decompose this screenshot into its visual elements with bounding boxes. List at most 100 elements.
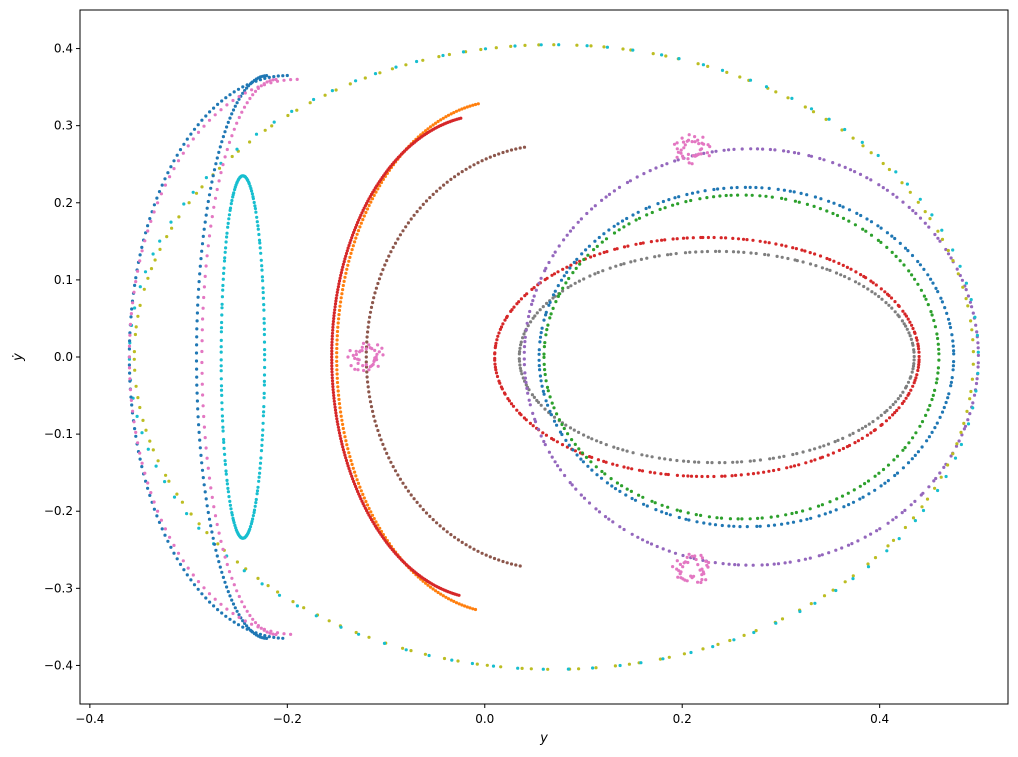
data-point bbox=[132, 350, 136, 354]
data-point bbox=[248, 140, 252, 144]
data-point bbox=[391, 245, 395, 249]
data-point bbox=[827, 551, 831, 555]
data-point bbox=[610, 484, 614, 488]
x-axis-label: y bbox=[539, 731, 548, 746]
data-point bbox=[758, 524, 762, 528]
data-point bbox=[912, 362, 916, 366]
data-point bbox=[546, 323, 550, 327]
data-point bbox=[581, 460, 586, 464]
data-point bbox=[805, 193, 809, 197]
data-point bbox=[535, 311, 539, 315]
data-point bbox=[246, 84, 251, 88]
data-point bbox=[817, 514, 821, 518]
data-point bbox=[784, 513, 788, 517]
data-point bbox=[507, 399, 511, 403]
data-point bbox=[843, 580, 847, 584]
data-point bbox=[809, 516, 813, 520]
data-point bbox=[505, 315, 509, 320]
data-point bbox=[849, 267, 853, 271]
data-point bbox=[736, 237, 741, 241]
data-point bbox=[793, 199, 798, 203]
data-point bbox=[923, 210, 927, 214]
data-point bbox=[222, 437, 226, 442]
data-point bbox=[645, 256, 649, 260]
data-point bbox=[362, 214, 366, 218]
data-point bbox=[582, 277, 586, 281]
data-point bbox=[893, 300, 897, 304]
data-point bbox=[231, 108, 236, 112]
data-point bbox=[271, 78, 275, 82]
data-point bbox=[543, 341, 547, 345]
data-point bbox=[559, 278, 564, 282]
data-point bbox=[800, 248, 804, 252]
data-point bbox=[745, 238, 749, 242]
data-point bbox=[204, 446, 208, 450]
data-point bbox=[605, 481, 610, 485]
data-point bbox=[348, 455, 352, 459]
data-point bbox=[542, 318, 546, 322]
data-point bbox=[379, 272, 383, 276]
data-point bbox=[879, 484, 883, 488]
data-point bbox=[825, 209, 829, 213]
data-point bbox=[340, 268, 344, 272]
data-point bbox=[520, 372, 524, 376]
data-point bbox=[636, 535, 640, 539]
data-point bbox=[891, 192, 895, 196]
data-point bbox=[224, 614, 228, 618]
data-point bbox=[240, 110, 244, 114]
data-point bbox=[387, 254, 391, 258]
data-point bbox=[746, 472, 750, 476]
data-point bbox=[198, 264, 202, 268]
data-point bbox=[593, 239, 597, 243]
data-point bbox=[354, 630, 358, 635]
data-point bbox=[330, 337, 334, 341]
data-point bbox=[349, 251, 353, 255]
data-point bbox=[471, 103, 475, 107]
data-point bbox=[272, 635, 276, 640]
data-point bbox=[344, 251, 349, 256]
data-point bbox=[714, 249, 718, 253]
data-point bbox=[797, 463, 801, 467]
y-tick-label: −0.4 bbox=[44, 658, 73, 672]
data-point bbox=[539, 43, 543, 47]
data-point bbox=[260, 438, 264, 442]
data-point bbox=[938, 415, 942, 419]
data-point bbox=[251, 617, 255, 621]
data-point bbox=[848, 168, 853, 172]
data-point bbox=[597, 235, 601, 240]
data-point bbox=[219, 358, 223, 362]
data-point bbox=[693, 554, 697, 558]
data-point bbox=[245, 627, 249, 631]
data-point bbox=[919, 288, 924, 292]
data-point bbox=[538, 340, 542, 344]
data-point bbox=[365, 335, 369, 339]
data-point bbox=[961, 285, 965, 289]
data-point bbox=[518, 346, 522, 350]
data-point bbox=[914, 336, 919, 340]
data-point bbox=[460, 603, 464, 607]
data-point bbox=[831, 451, 836, 455]
data-point bbox=[217, 166, 222, 170]
data-point bbox=[348, 255, 352, 259]
data-point bbox=[195, 375, 199, 379]
data-point bbox=[801, 450, 805, 454]
data-point bbox=[602, 232, 606, 236]
data-point bbox=[590, 455, 594, 459]
data-point bbox=[151, 252, 155, 256]
data-point bbox=[699, 513, 703, 518]
data-point bbox=[564, 281, 568, 285]
data-point bbox=[699, 553, 703, 558]
data-point bbox=[639, 241, 643, 246]
data-point bbox=[530, 287, 534, 291]
data-point bbox=[881, 186, 885, 190]
data-point bbox=[969, 389, 973, 394]
data-point bbox=[928, 217, 932, 221]
data-point bbox=[907, 205, 911, 209]
data-point bbox=[519, 297, 524, 301]
data-point bbox=[204, 264, 208, 268]
data-point bbox=[233, 606, 237, 610]
data-point bbox=[373, 291, 377, 295]
data-point bbox=[245, 86, 249, 90]
data-point bbox=[221, 575, 225, 580]
data-point bbox=[260, 264, 264, 268]
